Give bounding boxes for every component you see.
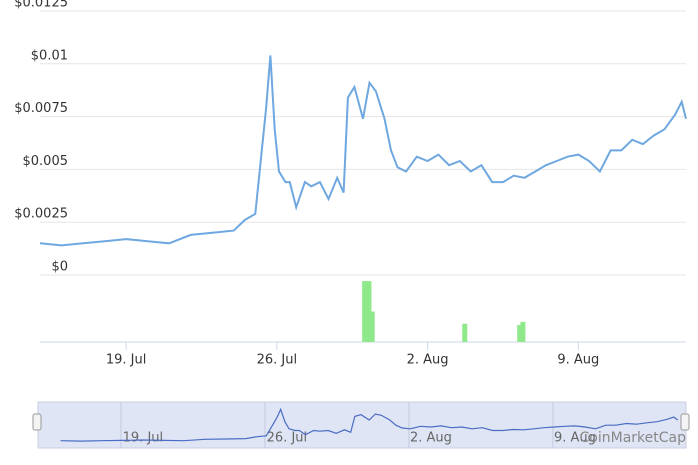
volume-bar — [517, 324, 523, 342]
volume-bar — [362, 281, 368, 342]
y-tick-label: $0 — [51, 260, 68, 275]
volume-bar — [369, 311, 375, 342]
navigator-tick-label: 2. Aug — [410, 431, 452, 446]
y-tick-label: $0.0025 — [14, 207, 68, 222]
volume-bar — [366, 281, 372, 342]
navigator-tick-label: 19. Jul — [123, 431, 164, 446]
navigator-handle[interactable] — [680, 413, 690, 431]
x-tick-label: 2. Aug — [407, 353, 449, 368]
x-tick-label: 9. Aug — [557, 353, 599, 368]
volume-bar — [462, 323, 468, 342]
navigator-tick-label: 26. Jul — [267, 431, 308, 446]
y-tick-label: $0.0075 — [14, 101, 68, 116]
y-tick-label: $0.01 — [31, 48, 68, 63]
x-tick-label: 19. Jul — [106, 353, 147, 368]
navigator-line — [60, 407, 679, 442]
price-line — [39, 55, 687, 247]
y-tick-label: $0.0125 — [14, 0, 68, 11]
y-tick-label: $0.005 — [23, 154, 69, 169]
watermark: CoinMarketCap — [580, 430, 687, 446]
x-tick-label: 26. Jul — [257, 353, 298, 368]
navigator-tick-label: 9. Aug — [554, 431, 596, 446]
volume-bar — [520, 321, 526, 342]
navigator-handle[interactable] — [32, 413, 42, 431]
